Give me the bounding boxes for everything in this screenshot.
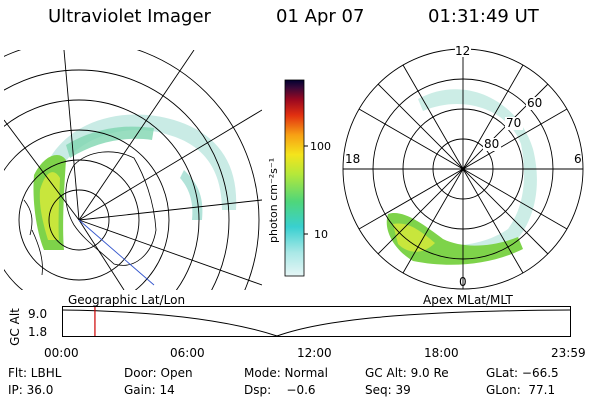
altitude-curve xyxy=(62,309,571,337)
gain-readout: Gain: 14 xyxy=(124,383,175,397)
mlt-label-12: 12 xyxy=(455,44,470,58)
timeline-xtick-2: 12:00 xyxy=(297,346,332,360)
time-readout: 01:31:49 UT xyxy=(428,6,539,27)
colorbar-tick-100: 100 xyxy=(310,140,331,153)
mode-readout: Mode: Normal xyxy=(244,366,328,380)
timeline-xtick-4: 23:59 xyxy=(551,346,586,360)
geographic-panel-label: Geographic Lat/Lon xyxy=(68,293,186,307)
altitude-timeline xyxy=(62,306,571,337)
apex-panel-label: Apex MLat/MLT xyxy=(423,293,513,307)
geographic-map xyxy=(4,50,262,290)
lat-label-70: 70 xyxy=(506,116,521,130)
date-readout: 01 Apr 07 xyxy=(276,6,365,27)
timeline-xtick-3: 18:00 xyxy=(424,346,459,360)
gc-alt-readout: GC Alt: 9.0 Re xyxy=(365,366,449,380)
timeline-ytick-low: 1.8 xyxy=(28,325,48,339)
mlt-label-0: 0 xyxy=(459,275,467,289)
colorbar-tick-10: 10 xyxy=(314,228,328,241)
apex-polar-plot: 12 18 6 0 60 70 80 xyxy=(342,44,584,290)
colorbar-unit-label: photon cm⁻²s⁻¹ xyxy=(267,158,280,243)
seq-readout: Seq: 39 xyxy=(365,383,411,397)
lat-label-60: 60 xyxy=(527,96,542,110)
glon-readout: GLon: 77.1 xyxy=(486,383,556,397)
colorbar: 100 10 photon cm⁻²s⁻¹ xyxy=(267,79,331,277)
app-title: Ultraviolet Imager xyxy=(48,6,211,27)
lat-label-80: 80 xyxy=(484,137,499,151)
ip-readout: IP: 36.0 xyxy=(8,383,54,397)
glat-readout: GLat: −66.5 xyxy=(486,366,559,380)
mlt-label-6: 6 xyxy=(574,152,582,166)
timeline-xtick-0: 00:00 xyxy=(44,346,79,360)
timeline-ylabel: GC Alt xyxy=(7,308,22,346)
geo-aurora-halo xyxy=(39,172,60,240)
filter-readout: Flt: LBHL xyxy=(8,366,62,380)
timeline-ytick-high: 9.0 xyxy=(28,307,48,321)
apex-aurora-bright xyxy=(386,213,523,265)
timeline-xtick-1: 06:00 xyxy=(170,346,205,360)
door-readout: Door: Open xyxy=(124,366,193,380)
mlt-label-18: 18 xyxy=(345,152,360,166)
dsp-readout: Dsp: −0.6 xyxy=(244,383,316,397)
geo-coastline xyxy=(65,151,157,266)
